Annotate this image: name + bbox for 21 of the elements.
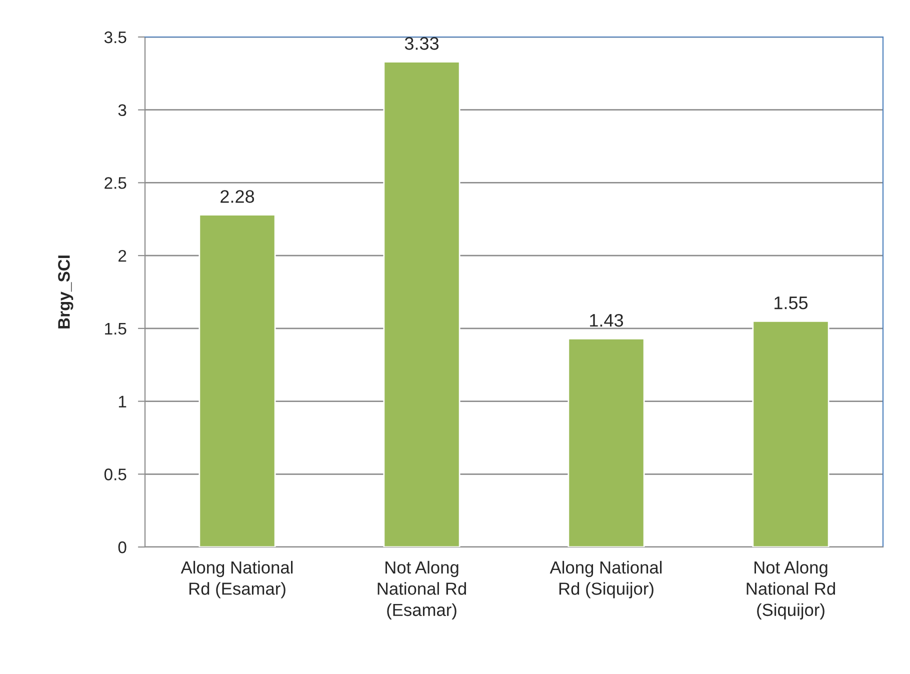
y-tick-label: 0.5 [104,468,126,480]
data-label: 2.28 [220,190,254,203]
x-tick-label: Not Along National Rd (Siquijor) [746,560,835,620]
data-label: 1.55 [774,296,808,310]
x-tick-label: Along National Rd (Esamar) [180,560,293,598]
y-tick-label: 0 [118,541,126,554]
data-label: 3.33 [404,37,439,50]
y-tick-label: 1.5 [105,323,126,335]
y-tick-label: 2.5 [104,177,126,189]
y-tick-label: 2 [118,250,126,262]
y-tick-label: 1 [118,396,126,408]
x-tick-label: Along National Rd (Siquijor) [550,560,662,598]
bar [198,214,276,547]
bar [752,320,830,547]
y-axis-title: Brgy_SCI [58,256,74,328]
y-tick-label: 3.5 [104,31,126,44]
bar [383,61,460,547]
bar [568,338,645,547]
x-tick-label: Not Along National Rd (Esamar) [378,560,466,620]
data-label: 1.43 [590,314,624,327]
y-tick-label: 3 [118,104,126,116]
